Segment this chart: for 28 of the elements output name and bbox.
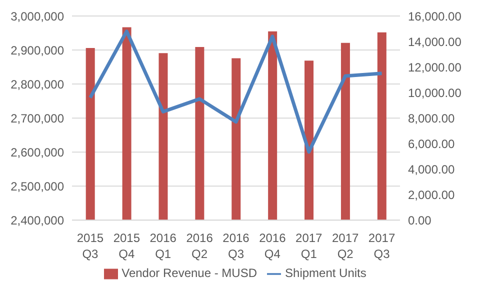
x-tick-label: 2016 Q2	[186, 231, 214, 262]
y-tick-label: 2,500,000	[10, 179, 64, 194]
y2-tick-label: 16,000.00	[408, 9, 462, 24]
legend-label: Shipment Units	[285, 266, 366, 280]
line-series	[88, 30, 384, 154]
y-tick-label: 2,800,000	[10, 77, 64, 92]
y2-tick-label: 0.00	[408, 213, 432, 228]
y2-tick-label: 6,000.00	[408, 136, 456, 151]
x-tick-label: 2017 Q2	[332, 231, 360, 262]
y2-tick-label: 14,000.00	[408, 34, 462, 49]
y-tick-label: 2,400,000	[10, 213, 64, 228]
x-tick-label: 2015 Q4	[113, 231, 140, 262]
y2-tick-label: 2,000.00	[408, 188, 456, 202]
y2-tick-label: 8,000.00	[408, 111, 456, 126]
y-tick-label: 2,600,000	[10, 145, 64, 160]
y-tick-label: 2,700,000	[10, 111, 64, 126]
x-tick-label: 2016 Q3	[222, 231, 250, 262]
legend-label: Vendor Revenue - MUSD	[122, 266, 258, 280]
x-tick-label: 2016 Q1	[150, 231, 177, 262]
y2-tick-label: 10,000.00	[408, 86, 462, 100]
x-tick-label: 2015 Q3	[76, 231, 104, 262]
y-tick-label: 2,900,000	[10, 43, 64, 58]
y2-tick-label: 4,000.00	[408, 162, 456, 176]
y2-tick-label: 12,000.00	[408, 60, 462, 74]
x-tick-label: 2017 Q1	[296, 231, 323, 262]
y-tick-label: 3,000,000	[10, 9, 64, 24]
x-tick-label: 2017 Q3	[368, 231, 396, 262]
x-tick-label: 2016 Q4	[259, 231, 286, 262]
